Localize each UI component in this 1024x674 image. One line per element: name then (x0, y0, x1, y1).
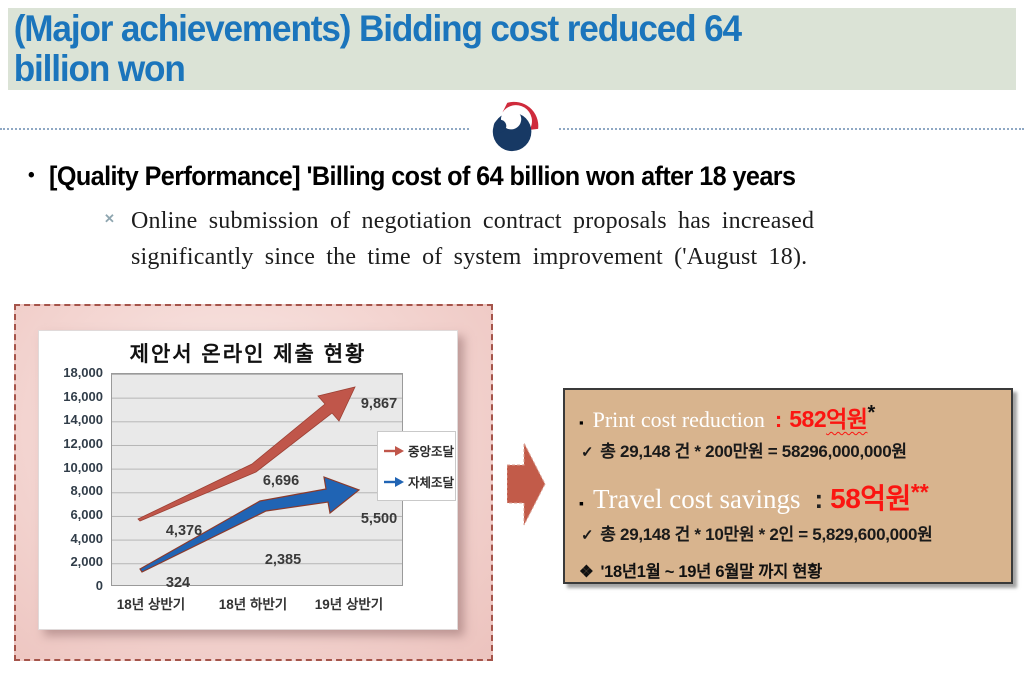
x-axis-category-label: 19년 상반기 (314, 597, 384, 612)
block-arrow (506, 439, 547, 534)
right-arrow-icon (506, 442, 546, 526)
data-label: 6,696 (262, 473, 300, 489)
info-item-colon: : (814, 484, 824, 514)
asterisk-note: ** (910, 479, 929, 505)
x-bullet-icon: ✕ (104, 211, 115, 226)
sub-bullet-block: Online submission of negotiation contrac… (131, 204, 814, 275)
emblem-wrap (470, 97, 558, 155)
y-axis-tick-label: 4,000 (70, 530, 103, 546)
legend-arrow-icon (384, 445, 404, 456)
y-axis-tick-label: 14,000 (63, 412, 103, 428)
y-axis-tick-label: 2,000 (70, 554, 103, 570)
check-icon: ✓ (581, 444, 594, 461)
sub-bullet-line-1: Online submission of negotiation contrac… (131, 208, 815, 234)
legend-item: 자체조달 (384, 472, 455, 491)
data-label: 4,376 (165, 523, 203, 539)
info-item-detail: ✓ 총 29,148 건 * 10만원 * 2인 = 5,829,600,000원 (581, 520, 999, 545)
y-axis-tick-label: 12,000 (63, 436, 103, 451)
check-icon: ✓ (581, 527, 594, 544)
data-label: 5,500 (360, 511, 398, 527)
value-unit: 억원 (826, 406, 868, 432)
info-item-detail: ✓ 총 29,148 건 * 200만원 = 58296,000,000원 (581, 437, 999, 462)
chart-title: 제안서 온라인 제출 현황 (129, 343, 367, 366)
korea-gov-emblem-icon (487, 100, 541, 153)
y-axis-tick-label: 0 (95, 578, 103, 593)
info-item-print-cost: ▪ Print cost reduction : 582억원 * (579, 400, 999, 434)
y-axis-tick-label: 8,000 (70, 483, 103, 499)
title-line-1: (Major achievements) Bidding cost reduce… (13, 8, 742, 49)
title-band: (Major achievements) Bidding cost reduce… (8, 8, 1016, 90)
info-item-travel-cost: ▪ Travel cost savings : 58억원 ** (579, 477, 999, 517)
y-axis-tick-label: 10,000 (63, 459, 103, 475)
data-label: 2,385 (264, 552, 302, 568)
value-unit: 억원 (860, 483, 911, 514)
data-label: 9,867 (360, 396, 398, 412)
value-number: 582 (789, 406, 827, 432)
y-axis-tick-label: 18,000 (63, 365, 103, 380)
legend-arrow-icon (384, 476, 404, 487)
x-axis-category-label: 18년 상반기 (116, 597, 186, 612)
detail-number: 5,829,600,000원 (812, 525, 933, 544)
bullet-dot: • (28, 165, 35, 186)
asterisk-note: * (867, 402, 876, 424)
bullet-heading-text: [Quality Performance] 'Billing cost of 6… (49, 161, 796, 191)
legend-label: 중앙조달 (408, 445, 455, 459)
info-box: ▪ Print cost reduction : 582억원 * ✓ 총 29,1… (563, 388, 1013, 584)
y-axis-tick-label: 16,000 (63, 388, 103, 404)
info-item-label: Travel cost savings (592, 484, 801, 514)
info-footnote: ❖ '18년1월 ~ 19년 6월말 까지 현황 (579, 558, 999, 582)
square-bullet-icon: ▪ (579, 495, 584, 511)
detail-prefix: 총 29,148 건 * 10만원 * 2인 = (600, 525, 813, 544)
title-line-2: billion won (13, 48, 186, 89)
x-axis-category-label: 18년 하반기 (218, 597, 288, 612)
detail-number: 58296,000,000원 (781, 442, 907, 461)
diamond-icon: ❖ (579, 563, 594, 581)
detail-prefix: 총 29,148 건 * 200만원 = (600, 442, 782, 461)
info-item-colon: : (774, 407, 783, 432)
info-item-value: 582억원 (789, 400, 868, 434)
sub-bullet-line-2: significantly since the time of system i… (131, 243, 808, 270)
value-number: 58 (830, 483, 861, 514)
y-axis-tick-label: 6,000 (70, 507, 103, 522)
info-item-label: Print cost reduction (592, 407, 765, 432)
page-title: (Major achievements) Bidding cost reduce… (8, 8, 966, 89)
info-item-value: 58억원 (830, 477, 911, 517)
data-label: 324 (165, 575, 191, 591)
bullet-heading: • [Quality Performance] 'Billing cost of… (28, 161, 835, 192)
chart-plot-area (111, 373, 403, 586)
legend-item: 중앙조달 (384, 441, 455, 460)
legend-label: 자체조달 (408, 476, 455, 490)
square-bullet-icon: ▪ (579, 415, 584, 430)
footnote-text: '18년1월 ~ 19년 6월말 까지 현황 (600, 563, 823, 581)
